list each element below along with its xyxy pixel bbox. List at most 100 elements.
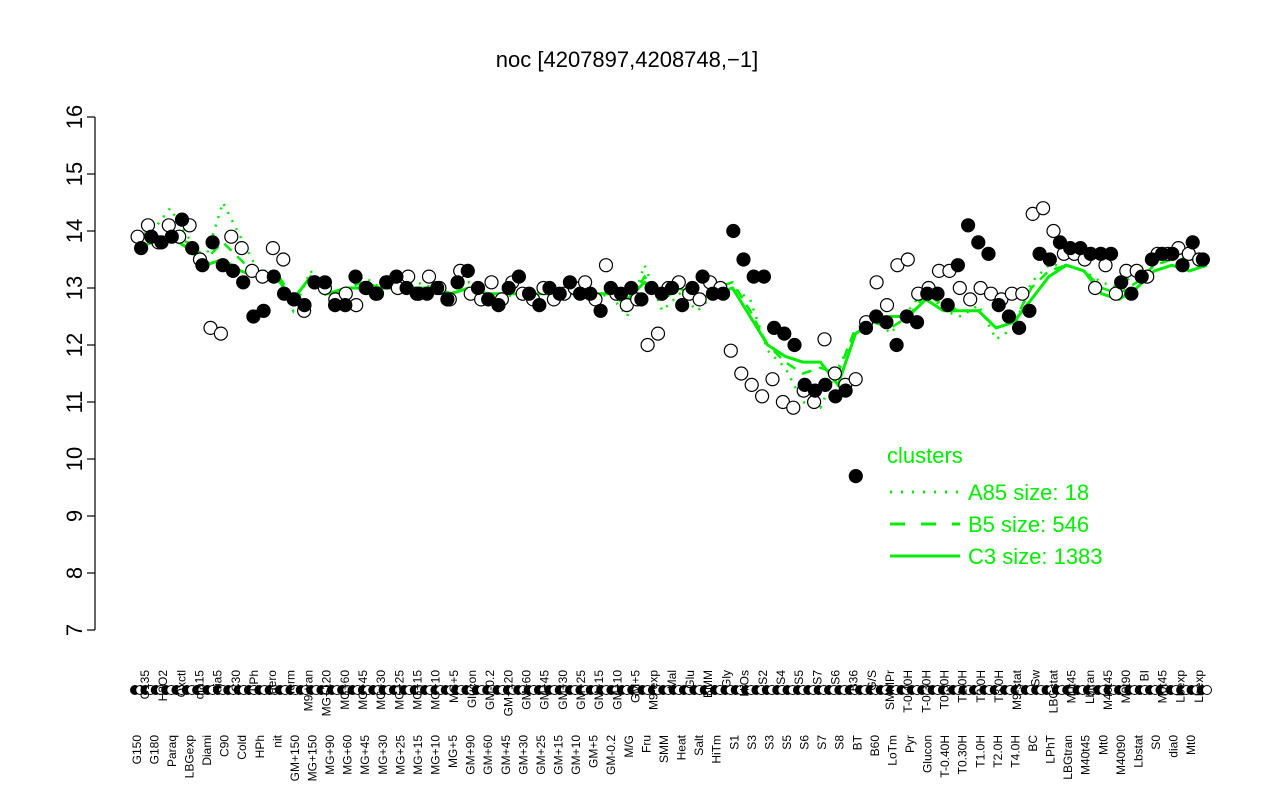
x-tick-label-row1: S0: [1149, 735, 1163, 750]
data-point-filled: [205, 235, 220, 250]
x-tick-label-row1: S3: [762, 735, 776, 750]
x-tick-label-row1: LBGtran: [1061, 735, 1075, 780]
x-tick-label-row2: MG+30: [374, 670, 388, 710]
x-tick-label-row2: GM+5: [629, 670, 643, 703]
data-point-filled: [440, 292, 455, 307]
data-point-filled: [838, 383, 853, 398]
data-point-filled: [736, 252, 751, 267]
x-tick-label-row2: C30: [229, 670, 243, 692]
x-tick-label-row1: GM+25: [534, 735, 548, 775]
x-tick-label-row1: G150: [130, 735, 144, 765]
y-tick-label: 10: [62, 447, 87, 471]
x-tick-label-row1: S6: [798, 735, 812, 750]
data-point-filled: [981, 246, 996, 261]
x-tick-label-row1: Mt0: [1096, 735, 1110, 755]
x-tick-label-row2: M0t90: [1119, 670, 1133, 704]
data-point-open: [754, 389, 770, 404]
x-tick-label-row2: T-0.30H: [919, 670, 933, 713]
x-tick-label-row1: GM+15: [552, 735, 566, 775]
x-tick-label-row1: GM+90: [464, 735, 478, 775]
x-tick-label-row2: GM+45: [538, 670, 552, 710]
x-tick-label-row1: GM+60: [481, 735, 495, 775]
data-point-filled: [266, 269, 281, 284]
data-point-filled: [185, 241, 200, 256]
data-point-filled: [909, 315, 925, 330]
x-tick-label-row2: M9-tran: [302, 670, 316, 711]
data-point-open: [848, 372, 863, 387]
y-tick-label: 8: [62, 567, 87, 579]
x-tick-label-row1: MG+60: [341, 735, 355, 775]
y-tick-label: 7: [62, 624, 87, 636]
data-point-filled: [726, 223, 741, 239]
x-tick-label-row2: GM+25: [574, 670, 588, 710]
x-tick-label-row2: MG+15: [411, 670, 425, 710]
x-tick-label-row1: GM+5: [587, 735, 601, 768]
data-point-open: [744, 377, 759, 392]
x-tick-label-row2: Lbexp: [1174, 670, 1188, 703]
data-point-filled: [256, 303, 271, 318]
x-tick-label-row2: GM+60: [520, 670, 534, 710]
x-tick-label-row2: GM+120: [501, 670, 515, 717]
data-point-open: [276, 252, 291, 267]
x-tick-label-row2: GM+10: [610, 670, 624, 710]
data-point-open: [827, 366, 843, 381]
x-tick-label-row2: Glucon: [465, 670, 479, 708]
x-tick-label-row1: M40t90: [1114, 735, 1128, 775]
x-tick-label-row1: B60: [868, 735, 882, 757]
x-tick-label-row1: G180: [147, 735, 161, 765]
x-tick-label-row1: LoTm: [885, 735, 899, 766]
data-point-filled: [195, 258, 210, 273]
data-point-filled: [532, 298, 547, 313]
x-tick-label-row2: G135: [138, 670, 152, 700]
x-tick-label-row1: HPh: [253, 735, 267, 758]
x-tick-label-row2: B36: [847, 670, 861, 692]
data-point-filled: [1042, 252, 1057, 267]
data-point-open: [952, 280, 967, 296]
x-tick-label-row1: MG+10: [429, 735, 443, 775]
data-point-filled: [521, 286, 537, 301]
x-tick-label-row1: Paraq: [165, 735, 179, 767]
x-tick-label-row1: dia0: [1167, 735, 1181, 758]
x-tick-label-row2: S5: [792, 670, 806, 685]
x-tick-label-row2: M40t45: [1101, 670, 1115, 710]
x-tick-label-row2: M0t45: [1065, 670, 1079, 704]
data-point-filled: [389, 269, 404, 284]
data-point-open: [234, 241, 249, 256]
x-tick-label-row2: S6: [828, 670, 842, 685]
data-point-filled: [552, 286, 567, 301]
x-tick-label-row2: MG+60: [338, 670, 352, 710]
x-tick-label-row1: MG+45: [358, 735, 372, 775]
x-tick-label-row1: M40t45: [1079, 735, 1093, 775]
data-point-filled: [858, 320, 874, 335]
x-tick-label-row1: GM+10: [569, 735, 583, 775]
x-tick-label-row1: MG+25: [393, 735, 407, 775]
x-tick-label-row2: ferm: [283, 670, 297, 694]
data-point-filled: [889, 337, 904, 353]
data-point-filled: [225, 263, 241, 278]
data-point-filled: [164, 229, 179, 244]
y-tick-label: 14: [62, 219, 87, 243]
x-axis-labels: G150 G180 Paraq LBGexp Diami C90 Cold HPh nit GM+…: [130, 669, 1206, 781]
x-tick-label-row2: Lbexp: [1192, 670, 1206, 703]
x-tick-label-row2: LPh: [247, 670, 261, 691]
data-point-filled: [787, 337, 802, 353]
x-tick-label-row2: M9-stat: [1010, 669, 1024, 710]
x-tick-label-row2: LBGstat: [1047, 669, 1061, 713]
x-tick-label-row1: T1.0H: [973, 735, 987, 768]
data-point-open: [734, 366, 749, 381]
y-tick-label: 11: [62, 391, 87, 414]
x-tick-label-row1: HiTm: [710, 735, 724, 764]
x-tick-label-row1: T-0.40H: [938, 735, 952, 778]
x-tick-label-row2: MG+25: [392, 670, 406, 710]
x-tick-label-row1: S5: [780, 735, 794, 750]
x-tick-label-row1: M/G: [622, 735, 636, 758]
data-point-filled: [460, 263, 475, 278]
data-point-filled: [950, 258, 966, 273]
data-point-open: [723, 343, 738, 358]
y-tick-label: 9: [62, 510, 87, 522]
data-point-open: [1015, 286, 1030, 301]
x-tick-label-row2: S7: [810, 670, 824, 685]
data-point-open: [650, 326, 666, 341]
x-tick-label-row2: S4: [774, 670, 788, 685]
x-tick-label-row1: Glucon: [921, 735, 935, 773]
